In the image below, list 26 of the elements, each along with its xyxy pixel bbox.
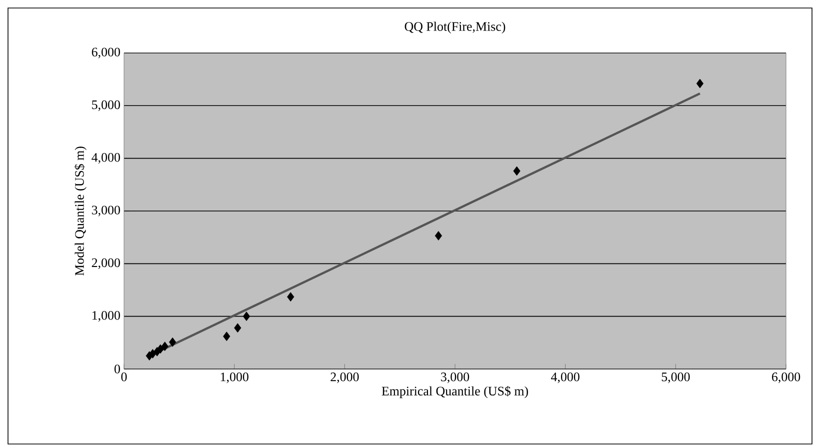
point — [287, 292, 294, 302]
x-tick-label: 5,000 — [662, 372, 690, 384]
x-tick-label: 2,000 — [330, 372, 359, 384]
x-tick-label: 1,000 — [220, 372, 248, 384]
y-tick-label: 6,000 — [92, 48, 120, 58]
y-tick-label: 5,000 — [92, 100, 120, 111]
point — [223, 332, 230, 342]
y-tick-label: 4,000 — [92, 153, 120, 164]
x-tick-label: 0 — [121, 372, 127, 382]
point — [234, 323, 242, 333]
point — [696, 78, 704, 88]
y-tick-label: 3,000 — [92, 206, 120, 216]
point — [168, 337, 176, 347]
y-tick-label: 2,000 — [92, 258, 120, 269]
chart-title: QQ Plot(Fire,Misc) — [404, 22, 506, 34]
x-axis-title: Empirical Quantile (US$ m) — [382, 386, 528, 398]
y-axis-title: Model Quantile (US$ m) — [74, 146, 86, 276]
x-tick-label: 6,000 — [772, 372, 800, 384]
point — [242, 312, 250, 322]
x-tick-label: 4,000 — [551, 372, 580, 384]
point — [161, 342, 168, 352]
y-tick-label: 1,000 — [92, 311, 120, 322]
point — [513, 166, 520, 176]
point — [434, 231, 442, 240]
y-tick-label: 0 — [114, 364, 120, 374]
x-tick-label: 3,000 — [441, 372, 470, 384]
